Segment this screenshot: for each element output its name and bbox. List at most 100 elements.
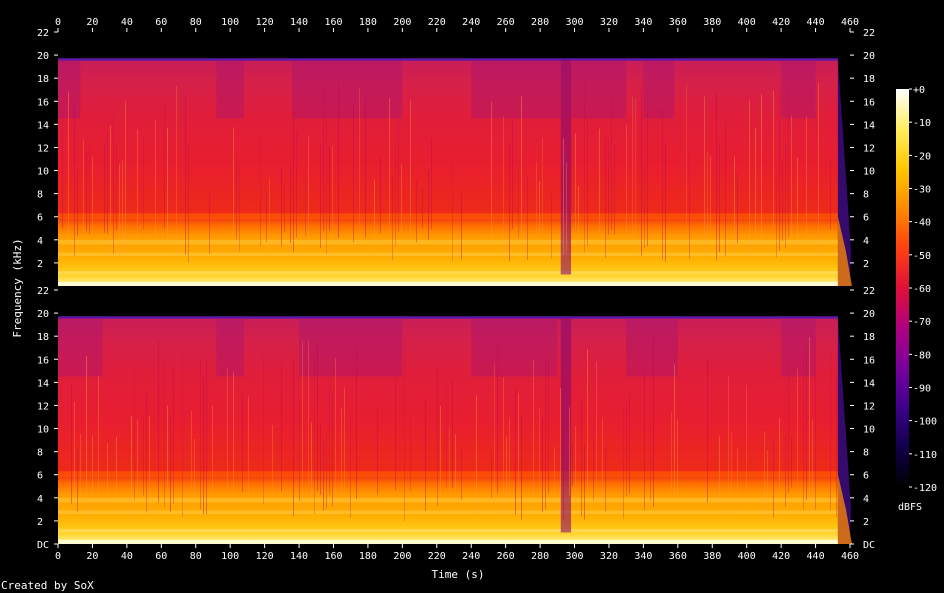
- y-tick-label-left: 18: [37, 332, 49, 343]
- colorbar-tick-label: -40: [913, 218, 931, 229]
- x-tick-label-top: 400: [738, 17, 756, 28]
- x-tick-label-top: 260: [497, 17, 515, 28]
- x-axis-label: Time (s): [432, 568, 485, 581]
- y-tick-label-left: 12: [37, 401, 49, 412]
- quiet-segment: [571, 59, 627, 119]
- credit-text: Created by SoX: [1, 579, 94, 592]
- x-tick-label-bottom: 200: [393, 551, 411, 562]
- y-tick-label-right: 8: [863, 448, 869, 459]
- signal-tail: [837, 59, 851, 286]
- colorbar-tick-label: -10: [913, 118, 931, 129]
- x-tick-label-top: 280: [531, 17, 549, 28]
- y-tick-label-right: 12: [863, 143, 875, 154]
- x-tick-label-bottom: 400: [738, 551, 756, 562]
- colorbar-tick-label: -70: [913, 317, 931, 328]
- signal-tail-low: [837, 216, 852, 286]
- x-tick-label-bottom: 100: [221, 551, 239, 562]
- y-tick-label-right: 10: [863, 425, 875, 436]
- y-tick-label-left: 18: [37, 74, 49, 85]
- x-tick-label-top: 380: [703, 17, 721, 28]
- x-tick-label-top: 80: [190, 17, 202, 28]
- x-tick-label-top: 220: [428, 17, 446, 28]
- y-tick-label-right: 16: [863, 355, 875, 366]
- x-tick-label-bottom: 300: [565, 551, 583, 562]
- colorbar-tick-label: -110: [913, 450, 937, 461]
- harmonic-band: [58, 471, 838, 478]
- y-tick-label-right: 18: [863, 74, 875, 85]
- y-tick-label-left: 20: [37, 309, 49, 320]
- y-tick-label-right: 22: [863, 28, 875, 39]
- y-tick-label-left: 14: [37, 378, 49, 389]
- cutoff-edge: [58, 58, 838, 61]
- colorbar-label: dBFS: [898, 502, 922, 513]
- x-tick-label-bottom: 460: [841, 551, 859, 562]
- quiet-segment: [216, 59, 244, 119]
- y-tick-label-left: 16: [37, 355, 49, 366]
- colorbar-tick-label: -100: [913, 417, 937, 428]
- harmonic-band: [58, 510, 838, 514]
- quiet-segment: [292, 59, 403, 119]
- x-tick-label-top: 340: [634, 17, 652, 28]
- x-tick-label-top: 0: [55, 17, 61, 28]
- time-texture: [62, 82, 831, 263]
- x-tick-label-top: 300: [565, 17, 583, 28]
- y-tick-label-left: 12: [37, 143, 49, 154]
- colorbar-tick-label: -120: [913, 483, 937, 494]
- axis-ticks: 0 0 20 20 40 40 60 60 80 80 100 100 120 120 140 140 160 1…: [37, 17, 875, 562]
- y-tick-label-right: 8: [863, 190, 869, 201]
- y-tick-label-right: DC: [863, 540, 875, 551]
- lowest-band: [58, 539, 838, 544]
- quiet-segment: [471, 59, 561, 119]
- x-tick-label-top: 140: [290, 17, 308, 28]
- y-tick-label-right: 20: [863, 51, 875, 62]
- time-texture: [71, 337, 837, 521]
- y-tick-label-right: 6: [863, 213, 869, 224]
- x-tick-label-top: 200: [393, 17, 411, 28]
- y-tick-label-left: 6: [37, 471, 43, 482]
- quiet-segment: [216, 317, 244, 377]
- harmonic-band: [58, 270, 838, 275]
- channel-1-spectrogram: [58, 32, 852, 286]
- x-tick-label-bottom: 340: [634, 551, 652, 562]
- x-tick-label-top: 60: [155, 17, 167, 28]
- x-tick-label-bottom: 60: [155, 551, 167, 562]
- colorbar-tick-label: -50: [913, 251, 931, 262]
- y-tick-label-right: 2: [863, 259, 869, 270]
- quiet-segment: [643, 59, 675, 119]
- x-tick-label-bottom: 20: [86, 551, 98, 562]
- x-tick-label-top: 320: [600, 17, 618, 28]
- x-tick-label-bottom: 140: [290, 551, 308, 562]
- x-tick-label-bottom: 240: [462, 551, 480, 562]
- y-tick-label-left: 10: [37, 167, 49, 178]
- x-tick-label-bottom: 320: [600, 551, 618, 562]
- x-tick-label-bottom: 360: [669, 551, 687, 562]
- colorbar-tick-label: -90: [913, 384, 931, 395]
- colorbar-swatch: [896, 89, 909, 487]
- spectral-dip: [560, 59, 572, 275]
- y-tick-label-right: 4: [863, 236, 869, 247]
- y-tick-label-left: 10: [37, 425, 49, 436]
- y-axis-label: Frequency (kHz): [11, 238, 24, 337]
- x-tick-label-top: 240: [462, 17, 480, 28]
- y-tick-label-right: 22: [863, 286, 875, 297]
- y-tick-label-right: 6: [863, 471, 869, 482]
- quiet-segment: [781, 59, 816, 119]
- x-tick-label-bottom: 40: [121, 551, 133, 562]
- x-tick-label-bottom: 120: [256, 551, 274, 562]
- harmonic-band: [58, 528, 838, 533]
- y-tick-label-left: 8: [37, 190, 43, 201]
- y-tick-label-right: 14: [863, 378, 875, 389]
- quiet-segment: [58, 317, 103, 377]
- signal-tail: [837, 317, 851, 544]
- y-tick-label-right: 4: [863, 494, 869, 505]
- x-tick-label-bottom: 220: [428, 551, 446, 562]
- spectral-content: [58, 59, 838, 286]
- x-tick-label-bottom: 0: [55, 551, 61, 562]
- harmonic-band: [58, 239, 838, 245]
- y-tick-label-left: 4: [37, 236, 43, 247]
- y-tick-label-right: 12: [863, 401, 875, 412]
- y-tick-label-right: 10: [863, 167, 875, 178]
- harmonic-band: [58, 213, 838, 220]
- y-tick-label-left: 22: [37, 286, 49, 297]
